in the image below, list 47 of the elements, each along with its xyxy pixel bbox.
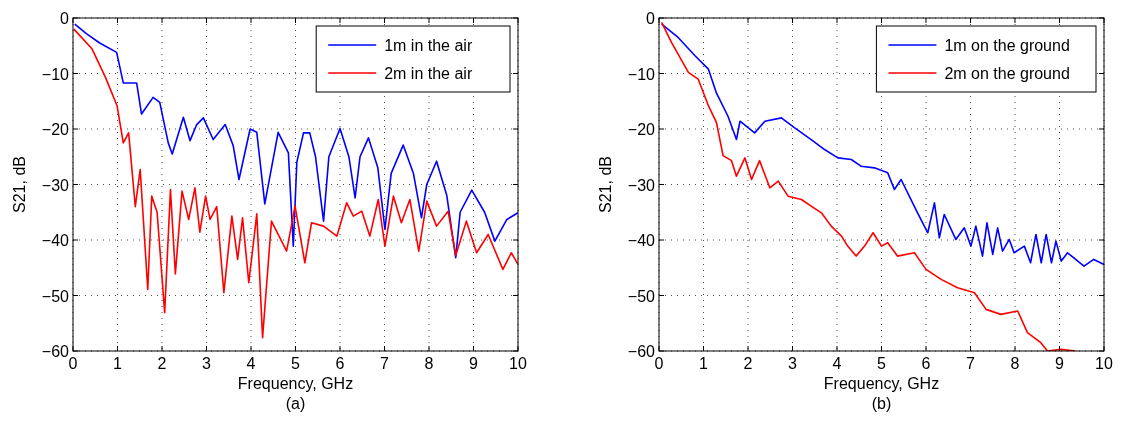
x-tick-label: 4 xyxy=(246,355,256,372)
x-tick-label: 5 xyxy=(877,355,887,372)
y-tick-label: −20 xyxy=(41,121,70,138)
y-tick-label: −40 xyxy=(41,232,70,249)
legend-label: 2m in the air xyxy=(384,65,473,82)
x-tick-label: 2 xyxy=(157,355,167,372)
x-tick-label: 7 xyxy=(966,355,976,372)
x-tick-label: 8 xyxy=(424,355,434,372)
x-tick-label: 5 xyxy=(291,355,301,372)
text: (b) xyxy=(871,395,892,412)
x-tick-label: 6 xyxy=(335,355,345,372)
x-tick-label: 8 xyxy=(1010,355,1020,372)
y-tick-label: 0 xyxy=(646,10,656,27)
x-tick-label: 1 xyxy=(699,355,709,372)
x-tick-label: 6 xyxy=(921,355,931,372)
line-series xyxy=(73,28,518,339)
y-tick-label: −30 xyxy=(41,176,70,194)
x-tick-label: 10 xyxy=(1095,355,1113,372)
y-axis-title: S21, dB xyxy=(597,156,614,213)
x-tick-label: 7 xyxy=(380,355,390,372)
legend-label: 1m in the air xyxy=(384,37,473,54)
y-tick-label: −40 xyxy=(627,232,656,249)
x-tick-label: 3 xyxy=(788,355,798,372)
line-series xyxy=(660,23,1104,267)
legend-label: 2m on the ground xyxy=(944,65,1070,82)
line-series xyxy=(73,23,518,259)
y-tick-label: −50 xyxy=(627,287,656,305)
x-tick-label: 3 xyxy=(202,355,212,372)
x-tick-label: 2 xyxy=(743,355,753,372)
y-axis-title: S21, dB xyxy=(11,156,28,213)
x-tick-label: 9 xyxy=(1055,355,1065,372)
x-tick-label: 9 xyxy=(469,355,479,372)
legend-label: 1m on the ground xyxy=(944,37,1070,54)
x-axis-title: Frequency, GHz xyxy=(823,375,940,392)
x-axis-title: Frequency, GHz xyxy=(237,375,354,392)
y-tick-label: −30 xyxy=(627,176,656,194)
x-tick-label: 4 xyxy=(832,355,842,372)
y-tick-label: −10 xyxy=(627,65,656,83)
y-tick-label: −50 xyxy=(41,287,70,305)
y-tick-label: −60 xyxy=(627,343,656,360)
y-tick-label: 0 xyxy=(60,10,70,27)
text: (a) xyxy=(285,395,306,412)
y-tick-label: −60 xyxy=(41,343,70,360)
y-tick-label: −10 xyxy=(41,65,70,83)
x-tick-label: 1 xyxy=(113,355,123,372)
x-tick-label: 10 xyxy=(509,355,527,372)
y-tick-label: −20 xyxy=(627,121,656,138)
